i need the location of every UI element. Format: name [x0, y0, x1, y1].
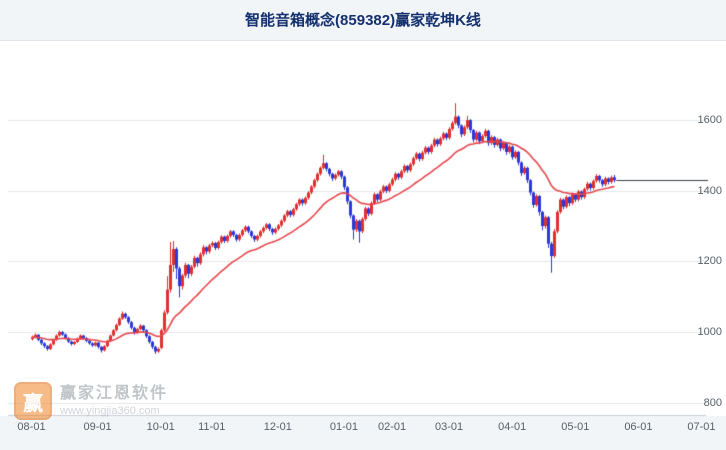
brand-text: 赢家江恩软件 www.yingjia360.com [60, 384, 168, 418]
brand-url: www.yingjia360.com [60, 405, 160, 417]
watermark: 赢 赢家江恩软件 www.yingjia360.com [14, 382, 168, 420]
chart-title: 智能音箱概念(859382)赢家乾坤K线 [0, 0, 726, 41]
brand-logo-icon: 赢 [14, 382, 52, 420]
brand-name: 赢家江恩软件 [60, 385, 169, 402]
